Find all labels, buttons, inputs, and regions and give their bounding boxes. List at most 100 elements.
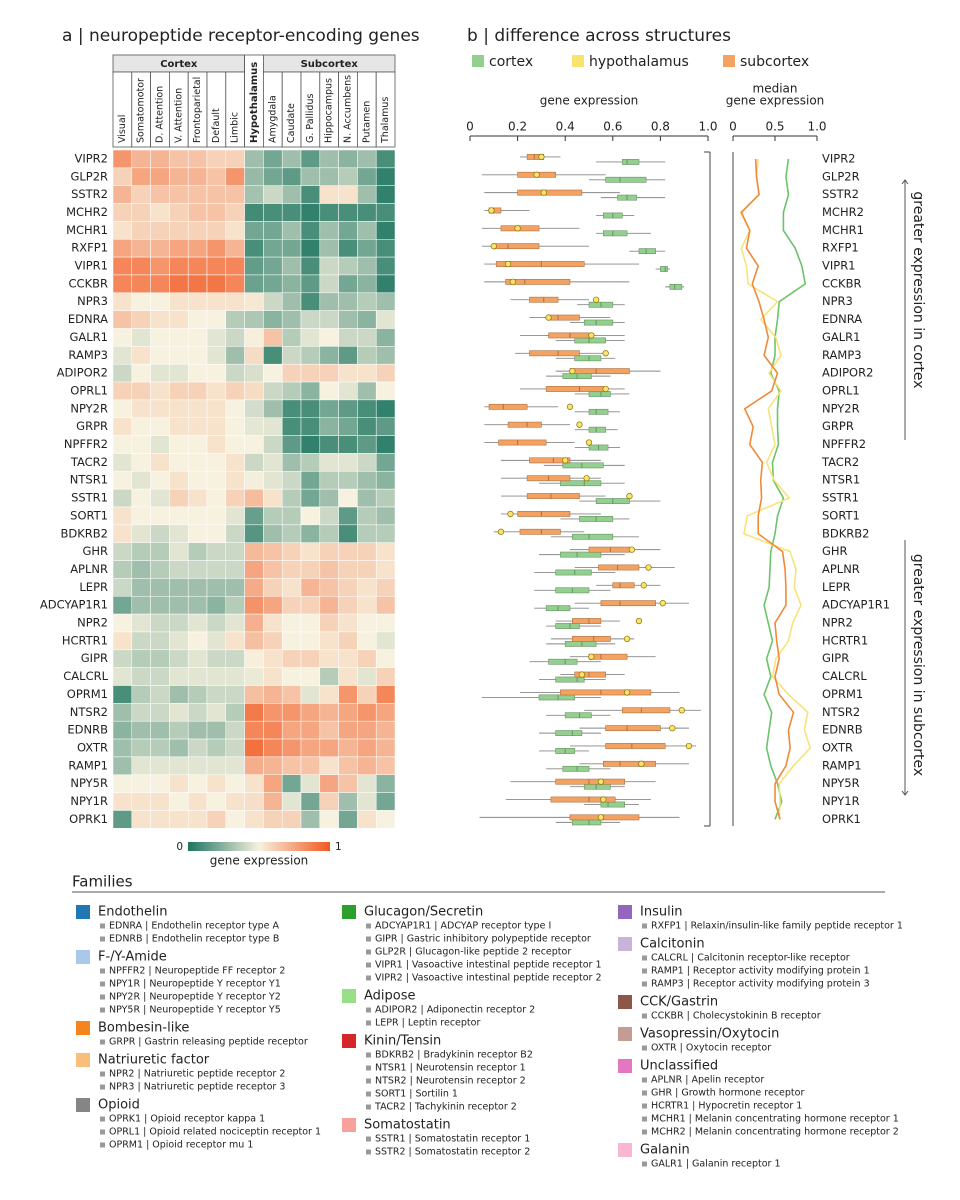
hypothalamus-dot bbox=[645, 564, 652, 571]
heatmap-cell bbox=[263, 720, 283, 740]
heatmap-cell bbox=[263, 399, 283, 418]
heatmap-cell bbox=[187, 560, 208, 579]
heatmap-cell bbox=[187, 631, 208, 651]
heatmap-cell bbox=[131, 667, 151, 686]
heatmap-cell bbox=[131, 203, 151, 222]
heatmap-cell bbox=[169, 542, 189, 561]
heatmap-cell bbox=[187, 256, 208, 276]
bullet bbox=[642, 1013, 647, 1019]
heatmap-cell bbox=[319, 703, 339, 722]
heatmap-cell bbox=[150, 203, 170, 222]
heatmap-cell bbox=[169, 381, 189, 401]
heatmap-cell bbox=[206, 542, 227, 561]
heatmap-cell bbox=[357, 810, 377, 829]
heatmap-cell bbox=[150, 167, 170, 186]
heatmap-cell bbox=[112, 649, 133, 668]
heatmap-cell bbox=[225, 274, 245, 294]
bullet bbox=[366, 1052, 371, 1058]
family-item: LEPR | Leptin receptor bbox=[375, 1018, 480, 1029]
heatmap-cell bbox=[187, 792, 208, 811]
heatmap-cell bbox=[375, 488, 396, 508]
box bbox=[602, 760, 656, 767]
heatmap-cell bbox=[225, 256, 245, 276]
hypothalamus-dot bbox=[626, 492, 633, 500]
heatmap-cell bbox=[169, 399, 189, 418]
x-axis-label: gene expression bbox=[540, 94, 639, 108]
row-label-right: NPFFR2 bbox=[822, 437, 866, 451]
family-item: EDNRA | Endothelin receptor type A bbox=[109, 921, 279, 932]
row-label-right: VIPR2 bbox=[822, 151, 856, 165]
heatmap-cell bbox=[150, 756, 170, 776]
box bbox=[550, 796, 616, 803]
heatmap-cell bbox=[150, 613, 170, 633]
family-item: CCKBR | Cholecystokinin B receptor bbox=[651, 1011, 821, 1022]
heatmap-cell bbox=[319, 792, 339, 811]
heatmap-cell bbox=[150, 810, 170, 829]
heatmap-cell bbox=[169, 649, 189, 668]
heatmap-cell bbox=[263, 792, 283, 811]
row-label-right: APLNR bbox=[822, 562, 860, 576]
box bbox=[569, 368, 630, 375]
box bbox=[588, 426, 606, 433]
bullet bbox=[100, 1039, 105, 1045]
box bbox=[495, 261, 585, 267]
heatmap-cell bbox=[375, 613, 396, 633]
heatmap-cell bbox=[225, 167, 245, 186]
heatmap-cell bbox=[150, 274, 170, 294]
heatmap-cell bbox=[281, 310, 302, 329]
heatmap-cell bbox=[225, 221, 245, 240]
heatmap-cell bbox=[244, 221, 264, 240]
box bbox=[555, 569, 592, 576]
heatmap-cell bbox=[357, 774, 377, 793]
box bbox=[538, 694, 576, 701]
row-label: GHR bbox=[82, 544, 108, 558]
heatmap-cell bbox=[206, 167, 227, 186]
heatmap-cell bbox=[338, 756, 358, 776]
box bbox=[622, 159, 640, 165]
row-label: EDNRA bbox=[68, 312, 108, 326]
box bbox=[560, 551, 602, 558]
heatmap-cell bbox=[225, 578, 245, 597]
heatmap-cell bbox=[225, 720, 245, 740]
family-swatch bbox=[618, 995, 632, 1009]
box bbox=[660, 266, 668, 272]
heatmap-cell bbox=[225, 453, 245, 472]
bullet bbox=[366, 975, 371, 981]
heatmap-cell bbox=[244, 453, 264, 472]
heatmap-cell bbox=[112, 417, 133, 436]
heatmap-cell bbox=[357, 613, 377, 633]
family-item: MCHR2 | Melanin concentrating hormone re… bbox=[651, 1127, 899, 1138]
heatmap-cell bbox=[169, 417, 189, 436]
family-name: Endothelin bbox=[98, 905, 167, 920]
heatmap-cell bbox=[281, 185, 302, 204]
heatmap-cell bbox=[206, 453, 227, 472]
heatmap-cell bbox=[131, 346, 151, 365]
heatmap-cell bbox=[169, 792, 189, 811]
heatmap-cell bbox=[150, 346, 170, 365]
hypothalamus-dot bbox=[635, 617, 643, 625]
heatmap-cell bbox=[206, 149, 227, 169]
row-label: NTSR1 bbox=[70, 473, 108, 487]
heatmap-cell bbox=[263, 149, 283, 169]
heatmap-cell bbox=[357, 310, 377, 329]
row-label-right: OPRK1 bbox=[822, 812, 861, 826]
heatmap-cell bbox=[112, 310, 133, 329]
box bbox=[638, 248, 656, 255]
heatmap-cell bbox=[112, 613, 133, 633]
row-label-right: NTSR2 bbox=[822, 705, 860, 719]
heatmap-cell bbox=[357, 631, 377, 651]
column-label: Visual bbox=[117, 115, 128, 143]
heatmap-cell bbox=[319, 524, 339, 543]
heatmap-cell bbox=[281, 738, 302, 758]
heatmap-cell bbox=[225, 613, 245, 633]
heatmap-cell bbox=[112, 292, 133, 311]
family-item: RAMP3 | Receptor activity modifying prot… bbox=[651, 979, 870, 990]
row-label: TACR2 bbox=[70, 455, 108, 469]
heatmap-cell bbox=[187, 453, 208, 472]
bullet bbox=[642, 1045, 647, 1051]
heatmap-cell bbox=[281, 221, 302, 240]
heatmap-cell bbox=[150, 149, 170, 169]
row-label: ADCYAP1R1 bbox=[40, 598, 108, 612]
legend-label: cortex bbox=[489, 54, 533, 70]
family-item: TACR2 | Tachykinin receptor 2 bbox=[374, 1102, 517, 1113]
